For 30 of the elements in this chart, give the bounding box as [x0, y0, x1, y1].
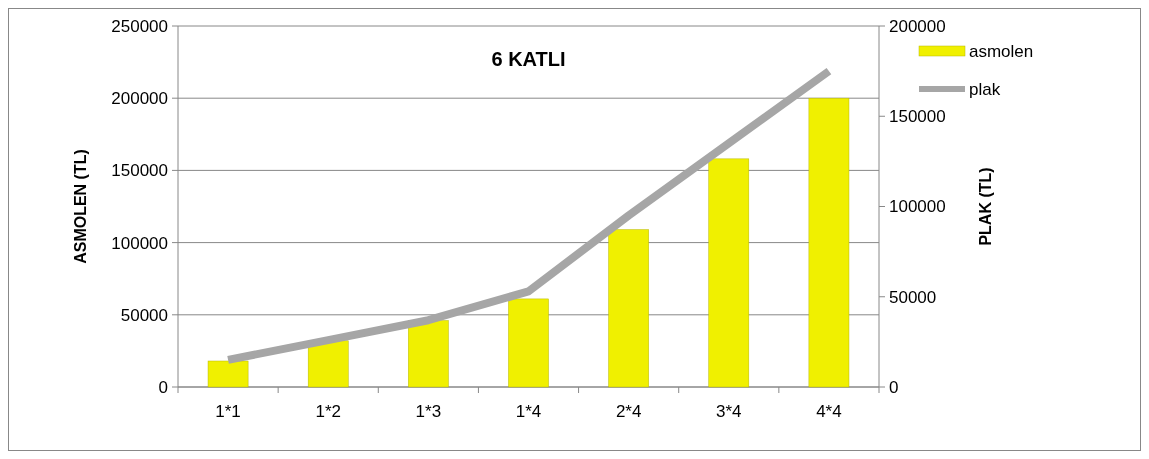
bar — [708, 158, 750, 388]
text: 6 KATLI — [491, 48, 566, 70]
y2-tick-label: 0 — [889, 377, 899, 397]
y2-tick-label: 200000 — [889, 16, 946, 36]
y-tick-label: 100000 — [111, 233, 168, 253]
y2-tick-label: 100000 — [889, 197, 946, 217]
x-tick-label: 2*4 — [615, 402, 642, 421]
legend-label: asmolen — [969, 41, 1034, 61]
y2-tick-label: 50000 — [889, 287, 937, 307]
y-axis-title: ASMOLEN (TL) — [72, 149, 89, 264]
bar — [207, 360, 249, 388]
y2-axis-title: PLAK (TL) — [977, 167, 994, 246]
x-tick-label: 3*4 — [716, 402, 742, 421]
x-tick-label: 1*2 — [315, 402, 341, 421]
bar — [608, 229, 649, 388]
y-tick-label: 200000 — [111, 89, 168, 109]
bar — [808, 97, 850, 388]
bar — [307, 340, 349, 388]
x-tick-label: 1*1 — [215, 402, 241, 421]
y-tick-label: 50000 — [120, 305, 168, 325]
x-tick-label: 1*4 — [515, 402, 542, 421]
y2-tick-label: 150000 — [889, 107, 946, 127]
bar — [508, 298, 549, 388]
y-tick-label: 150000 — [111, 161, 168, 181]
y-tick-label: 0 — [158, 377, 168, 397]
x-tick-label: 4*4 — [816, 402, 842, 421]
bar — [408, 320, 449, 388]
y-tick-label: 250000 — [111, 16, 168, 36]
legend-label: plak — [969, 79, 1001, 99]
x-tick-label: 1*3 — [415, 402, 442, 421]
